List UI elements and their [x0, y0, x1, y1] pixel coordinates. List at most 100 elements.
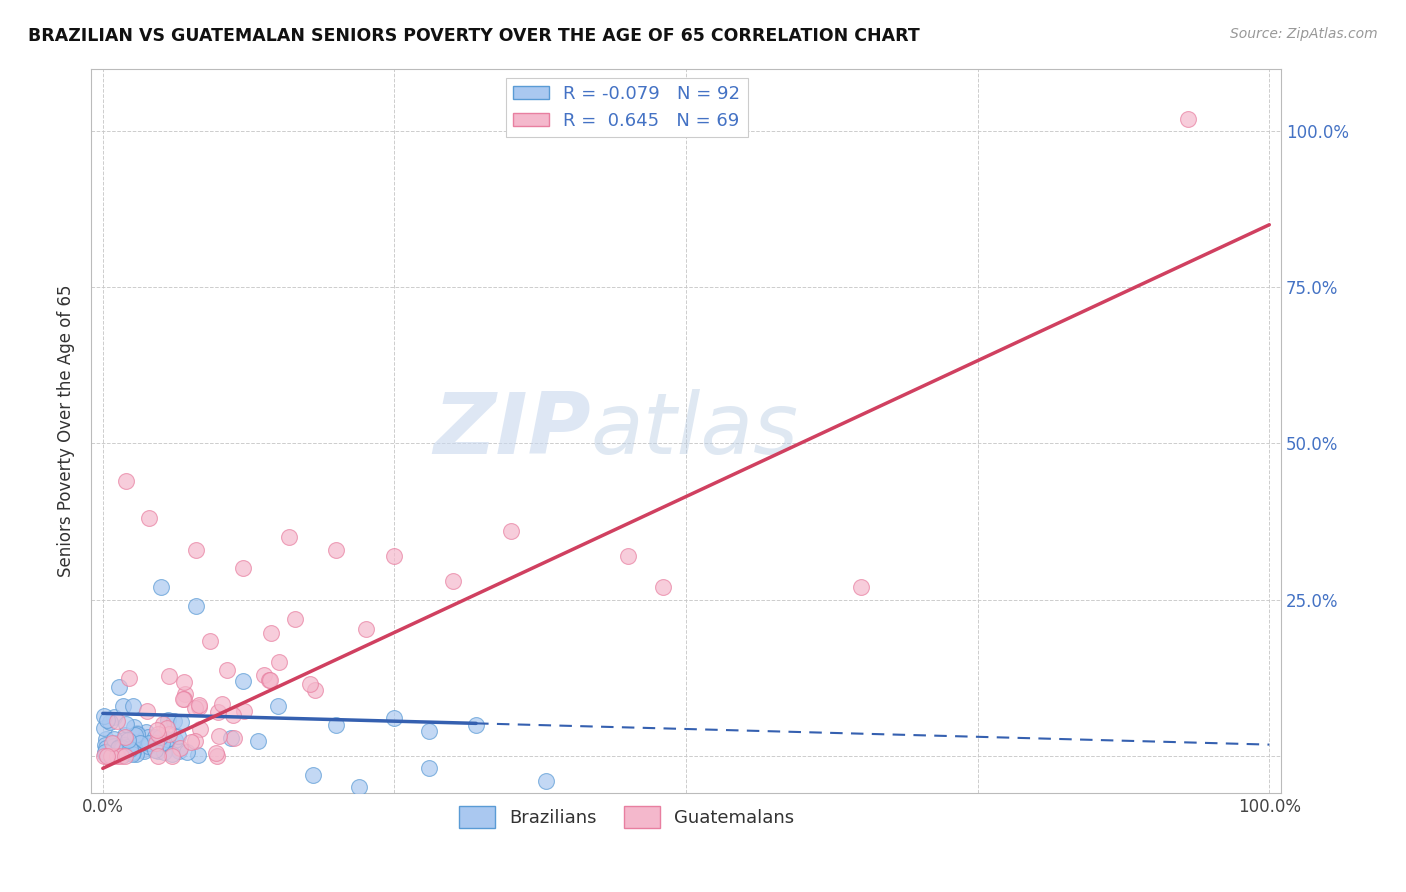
Point	[1177, 112, 1199, 126]
Point	[134, 744, 156, 758]
Point	[259, 673, 281, 687]
Point	[122, 745, 145, 759]
Point	[117, 732, 139, 747]
Point	[849, 580, 872, 594]
Point	[233, 704, 256, 718]
Point	[156, 733, 179, 747]
Point	[108, 743, 131, 757]
Point	[122, 698, 145, 713]
Point	[180, 735, 202, 749]
Point	[114, 731, 136, 745]
Point	[301, 767, 323, 781]
Point	[118, 742, 141, 756]
Point	[441, 574, 464, 588]
Point	[93, 748, 115, 763]
Point	[257, 673, 280, 687]
Point	[187, 700, 209, 714]
Point	[187, 747, 209, 762]
Point	[138, 511, 160, 525]
Point	[253, 667, 276, 681]
Point	[184, 599, 207, 613]
Point	[96, 748, 118, 763]
Point	[111, 741, 134, 756]
Point	[122, 720, 145, 734]
Text: BRAZILIAN VS GUATEMALAN SENIORS POVERTY OVER THE AGE OF 65 CORRELATION CHART: BRAZILIAN VS GUATEMALAN SENIORS POVERTY …	[28, 27, 920, 45]
Point	[167, 729, 190, 743]
Point	[167, 744, 190, 758]
Point	[93, 745, 115, 759]
Point	[108, 745, 131, 759]
Point	[173, 675, 195, 690]
Point	[501, 524, 523, 538]
Point	[114, 728, 136, 742]
Point	[121, 747, 143, 761]
Point	[155, 736, 177, 750]
Point	[174, 687, 197, 701]
Point	[112, 699, 135, 714]
Point	[93, 721, 115, 735]
Point	[118, 671, 141, 685]
Point	[163, 714, 186, 728]
Point	[534, 773, 557, 788]
Point	[205, 748, 228, 763]
Point	[143, 731, 166, 745]
Point	[349, 780, 371, 794]
Point	[184, 701, 207, 715]
Point	[184, 734, 207, 748]
Point	[169, 741, 191, 756]
Point	[207, 705, 229, 719]
Point	[125, 725, 148, 739]
Point	[96, 713, 118, 727]
Point	[101, 736, 124, 750]
Point	[160, 748, 183, 763]
Point	[100, 748, 122, 763]
Point	[93, 739, 115, 753]
Point	[157, 668, 180, 682]
Point	[145, 736, 167, 750]
Point	[298, 677, 321, 691]
Point	[94, 731, 117, 746]
Point	[259, 626, 281, 640]
Point	[221, 731, 243, 745]
Point	[384, 711, 406, 725]
Point	[105, 739, 128, 754]
Point	[160, 747, 183, 762]
Point	[354, 622, 377, 636]
Point	[172, 691, 194, 706]
Point	[222, 707, 245, 722]
Point	[98, 714, 121, 729]
Point	[384, 549, 406, 563]
Point	[93, 747, 115, 761]
Point	[267, 698, 290, 713]
Point	[465, 717, 488, 731]
Point	[125, 727, 148, 741]
Point	[103, 709, 125, 723]
Point	[176, 745, 198, 759]
Point	[103, 739, 125, 754]
Point	[269, 655, 291, 669]
Point	[104, 736, 127, 750]
Point	[148, 727, 170, 741]
Point	[138, 738, 160, 752]
Point	[217, 663, 239, 677]
Point	[110, 748, 132, 763]
Point	[184, 542, 207, 557]
Point	[129, 736, 152, 750]
Point	[115, 740, 138, 755]
Point	[111, 741, 134, 756]
Point	[136, 730, 159, 744]
Legend: Brazilians, Guatemalans: Brazilians, Guatemalans	[451, 798, 801, 835]
Point	[93, 709, 115, 723]
Point	[112, 747, 135, 762]
Point	[152, 717, 174, 731]
Point	[188, 698, 211, 712]
Point	[138, 736, 160, 750]
Point	[98, 747, 121, 761]
Point	[94, 741, 117, 756]
Point	[173, 692, 195, 706]
Point	[325, 717, 347, 731]
Point	[247, 734, 270, 748]
Point	[188, 722, 211, 736]
Point	[124, 727, 146, 741]
Point	[156, 722, 179, 736]
